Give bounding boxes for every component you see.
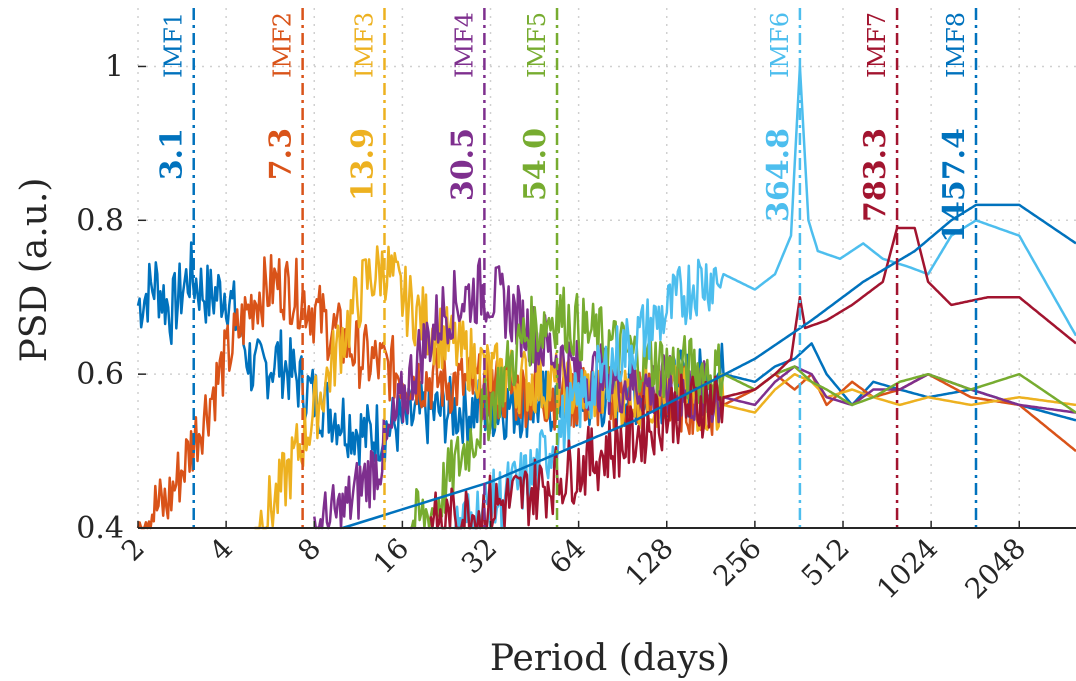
y-tick-label: 0.8 [76, 203, 124, 238]
series-line [429, 226, 1076, 530]
x-tick-label: 64 [543, 532, 592, 581]
imf-marker-label: IMF7 [863, 12, 891, 78]
imf-marker-label: IMF5 [523, 12, 551, 78]
series-line [410, 286, 1076, 530]
y-tick-label: 1 [105, 49, 124, 84]
imf-marker-value: 783.3 [858, 128, 893, 222]
psd-series [136, 65, 1076, 530]
x-tick-label: 8 [291, 532, 327, 568]
imf-markers: IMF1 3.1 IMF2 7.3 IMF3 13.9 IMF4 30.5 IMF5 54.0 IM… [155, 8, 978, 528]
y-axis-label: PSD (a.u.) [14, 178, 55, 363]
imf-marker-value: 3.1 [155, 128, 190, 180]
x-tick-label: 32 [455, 532, 504, 581]
imf-marker-value: 13.9 [345, 128, 380, 201]
imf-marker-value: 7.3 [264, 128, 299, 180]
imf-marker-value: 54.0 [518, 128, 553, 201]
x-tick-label: 4 [203, 532, 239, 568]
x-tick-label: 512 [795, 532, 856, 593]
y-tick-label: 0.4 [76, 511, 124, 546]
x-axis-label: Period (days) [490, 638, 730, 679]
imf-marker-label: IMF8 [942, 12, 970, 78]
imf-marker-label: IMF2 [269, 12, 297, 78]
imf-marker-value: 1457.4 [937, 128, 972, 243]
imf-marker-label: IMF3 [350, 12, 378, 78]
grid-lines [137, 8, 1076, 529]
x-tick-label: 256 [707, 532, 768, 593]
x-tick-label: 2048 [958, 532, 1032, 606]
imf-marker-label: IMF6 [766, 12, 794, 78]
y-tick-label: 0.6 [76, 357, 124, 392]
imf-marker-value: 364.8 [761, 128, 796, 222]
x-tick-label: 1024 [870, 532, 944, 606]
x-tick-label: 16 [367, 532, 416, 581]
imf-marker-value: 30.5 [445, 128, 480, 201]
x-tick-label: 128 [619, 532, 680, 593]
imf-marker-label: IMF4 [450, 12, 478, 78]
imf-marker-label: IMF1 [160, 12, 188, 78]
series-line [342, 203, 1076, 530]
